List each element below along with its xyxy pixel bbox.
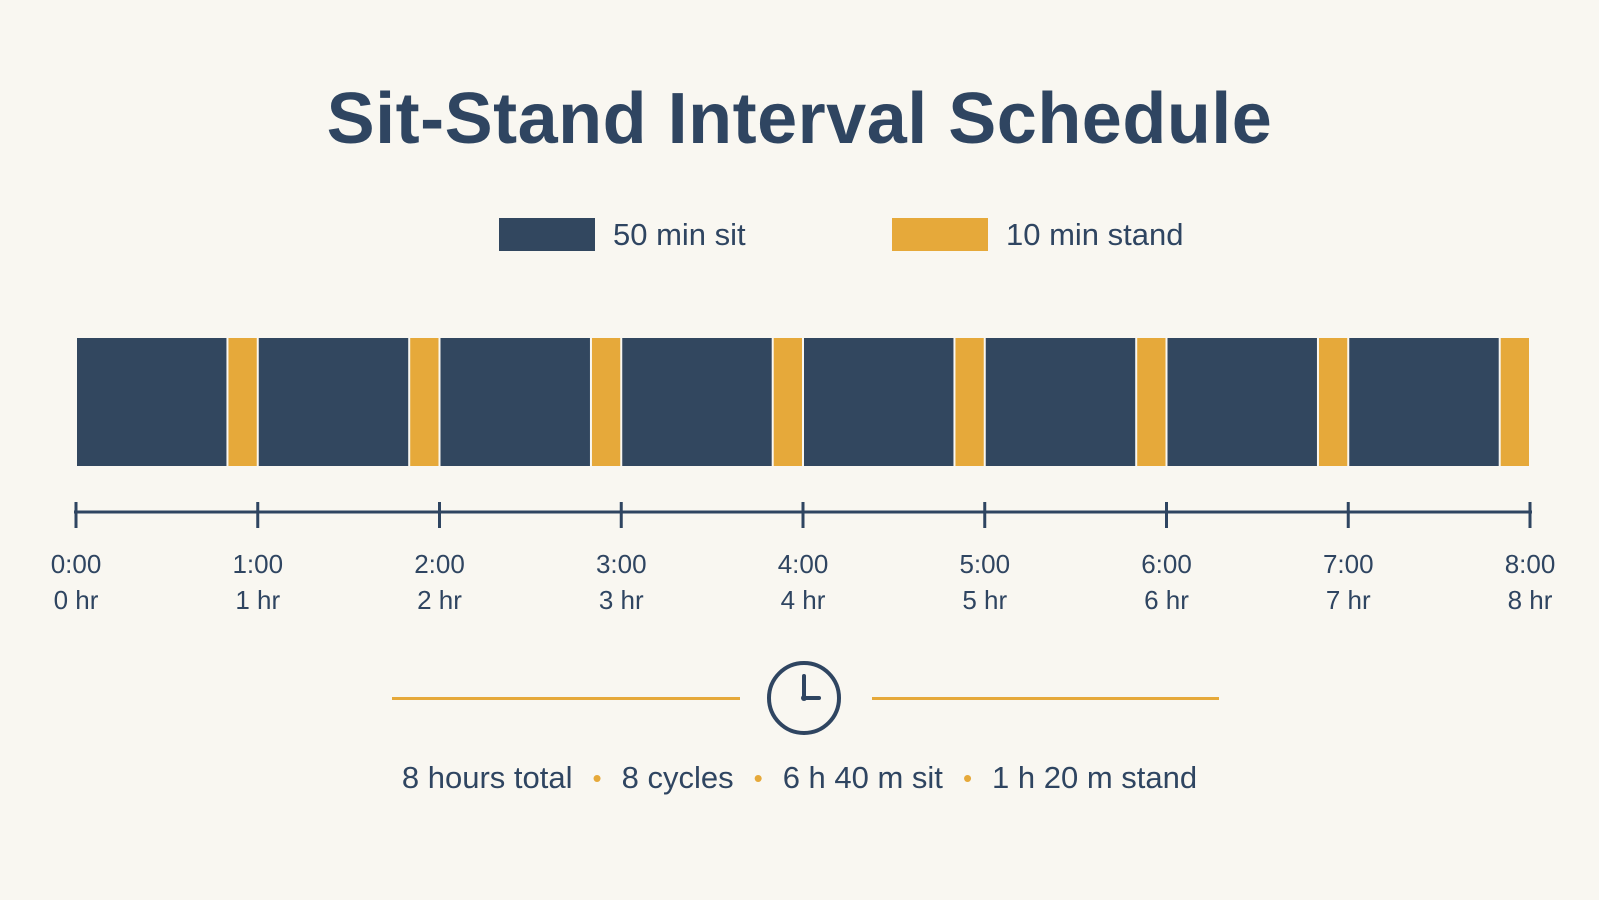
legend-swatch-sit (499, 218, 595, 251)
legend-item-stand: 10 min stand (892, 216, 1184, 252)
bar-segment-stand (1500, 338, 1529, 466)
bar-segment-sit (440, 338, 590, 466)
clock-icon (767, 661, 841, 735)
bar-segment-stand (228, 338, 257, 466)
summary-separator: • (753, 762, 763, 793)
tick-label-hours: 0 hr (54, 585, 99, 610)
legend-label-stand: 10 min stand (1006, 216, 1184, 252)
divider-line-left (392, 697, 740, 700)
tick-label-hours: 2 hr (417, 585, 462, 610)
summary-separator: • (592, 762, 602, 793)
legend-item-sit: 50 min sit (499, 216, 746, 252)
bar-segment-stand (1137, 338, 1166, 466)
legend-swatch-stand (892, 218, 988, 251)
tick-label-hours: 3 hr (599, 585, 644, 610)
summary-separator: • (962, 762, 973, 793)
tick-label-time: 0:00 (51, 549, 102, 579)
tick-label-hours: 4 hr (781, 585, 826, 610)
bar-segment-sit (77, 338, 227, 466)
summary-sit: 6 h 40 m sit (782, 760, 943, 795)
tick-label-hours: 6 hr (1144, 585, 1189, 610)
summary-row: 8 hours total • 8 cycles • 6 h 40 m sit … (0, 760, 1599, 796)
legend-label-sit: 50 min sit (613, 216, 746, 252)
bar-segment-stand (773, 338, 802, 466)
bar-segment-sit (804, 338, 954, 466)
bar-segment-stand (955, 338, 984, 466)
bar-segment-sit (1349, 338, 1499, 466)
bar-segment-stand (591, 338, 621, 466)
tick-label-time: 5:00 (959, 549, 1010, 579)
chart-title: Sit-Stand Interval Schedule (326, 79, 1273, 159)
tick-label-time: 4:00 (778, 549, 829, 579)
tick-label-time: 8:00 (1505, 549, 1556, 579)
tick-label-time: 7:00 (1323, 549, 1374, 579)
summary-cycles: 8 cycles (621, 760, 734, 795)
divider-line-right (872, 697, 1219, 700)
tick-label-time: 1:00 (232, 549, 283, 579)
tick-label-time: 6:00 (1141, 549, 1192, 579)
tick-label-time: 3:00 (596, 549, 647, 579)
tick-label-hours: 7 hr (1326, 585, 1371, 610)
summary-stand: 1 h 20 m stand (992, 760, 1198, 795)
bar-segment-stand (1318, 338, 1348, 466)
bar-segment-stand (410, 338, 439, 466)
tick-label-hours: 8 hr (1508, 585, 1553, 610)
schedule-chart: 0:00 0 hr 1:00 1 hr 2:00 2 hr 3:00 3 hr 4:00 4 hr… (51, 338, 1556, 610)
bar-segment-sit (622, 338, 772, 466)
summary-total: 8 hours total (401, 760, 573, 795)
bar-segment-sit (258, 338, 409, 466)
tick-label-hours: 1 hr (235, 585, 280, 610)
tick-label-time: 2:00 (414, 549, 465, 579)
tick-label-hours: 5 hr (962, 585, 1007, 610)
bar-segment-sit (985, 338, 1136, 466)
bar-segment-sit (1167, 338, 1317, 466)
